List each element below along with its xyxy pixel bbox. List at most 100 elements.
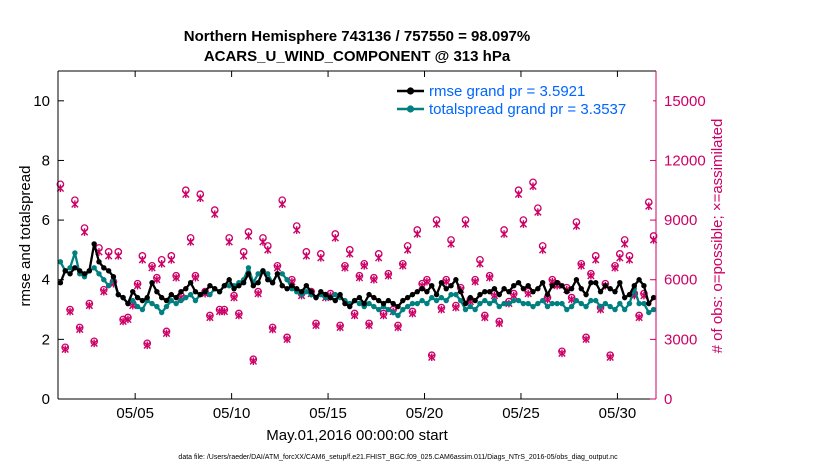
totalspread-point <box>409 300 416 307</box>
rmse-point <box>284 285 290 292</box>
obs-assimilated-point <box>264 246 272 254</box>
obs-assimilated-point <box>119 317 127 326</box>
rmse-point <box>144 294 150 301</box>
totalspread-point <box>544 303 551 310</box>
obs-assimilated-point <box>249 357 258 366</box>
obs-assimilated-point <box>157 260 166 268</box>
rmse-point <box>371 294 377 301</box>
rmse-point <box>409 291 416 298</box>
obs-assimilated-point <box>100 287 108 296</box>
obs-assimilated-point <box>148 264 156 272</box>
rmse-point <box>443 285 449 292</box>
obs-assimilated-point <box>71 200 79 208</box>
totalspread-point <box>134 303 141 310</box>
rmse-point <box>617 280 623 286</box>
y-right-tick-label: 0 <box>664 391 672 408</box>
obs-assimilated-point <box>408 309 417 318</box>
obs-assimilated-point <box>80 228 89 236</box>
x-tick-label: 05/10 <box>213 405 251 422</box>
rmse-point <box>564 288 570 295</box>
obs-assimilated-point <box>375 254 383 262</box>
footer-data-file: data file: /Users/raeder/DAI/ATM_forcXX/… <box>178 454 618 461</box>
rmse-point <box>105 268 112 274</box>
y-left-tick-label: 10 <box>33 93 50 110</box>
obs-assimilated-point <box>567 295 576 304</box>
rmse-point <box>303 282 310 289</box>
rmse-point <box>337 291 343 298</box>
rmse-point <box>424 288 430 295</box>
rmse-point <box>240 280 247 286</box>
rmse-point <box>351 297 358 304</box>
totalspread-point <box>356 300 363 307</box>
totalspread-point <box>457 297 464 304</box>
rmse-point <box>183 285 189 292</box>
rmse-line <box>59 242 655 308</box>
y-left-tick-label: 8 <box>42 152 50 169</box>
x-tick-label: 05/25 <box>502 405 540 422</box>
totalspread-point <box>192 297 199 304</box>
rmse-point <box>568 285 575 292</box>
obs-assimilated-point <box>481 313 489 322</box>
y-left-tick-label: 0 <box>42 391 50 408</box>
legend: rmse grand pr = 3.5921 totalspread grand… <box>393 78 653 120</box>
obs-assimilated-point <box>611 264 619 272</box>
rmse-point <box>245 271 252 277</box>
x-tick-label: 05/20 <box>406 405 444 422</box>
obs-assimilated-point <box>577 262 585 270</box>
obs-assimilated-point <box>312 321 320 330</box>
legend-rmse-marker <box>406 87 415 95</box>
totalspread-point <box>183 294 189 301</box>
totalspread-point <box>641 300 647 307</box>
totalspread-point <box>588 297 594 304</box>
obs-assimilated-point <box>206 313 214 322</box>
obs-assimilated-point <box>230 293 238 302</box>
rmse-point <box>298 288 305 295</box>
rmse-point <box>419 285 425 292</box>
obs-assimilated-point <box>220 307 229 316</box>
obs-assimilated-point <box>254 289 262 298</box>
rmse-point <box>597 288 604 295</box>
rmse-point <box>641 282 647 289</box>
rmse-point <box>554 280 560 286</box>
rmse-point <box>520 285 527 292</box>
totalspread-point <box>554 300 560 307</box>
totalspread-point <box>650 306 657 313</box>
totalspread-point <box>477 300 483 307</box>
rmse-point <box>453 277 459 283</box>
obs-assimilated-point <box>355 273 364 282</box>
totalspread-point <box>385 306 392 313</box>
rmse-point <box>154 288 160 295</box>
totalspread-point <box>149 300 155 307</box>
rmse-point <box>607 285 613 292</box>
rmse-point <box>544 291 551 298</box>
totalspread-point <box>501 300 507 307</box>
rmse-point <box>636 277 642 283</box>
totalspread-point <box>549 300 556 307</box>
obs-assimilated-point <box>370 275 378 284</box>
rmse-point <box>313 294 319 301</box>
rmse-point <box>472 297 478 304</box>
obs-assimilated-point <box>471 277 479 286</box>
rmse-point <box>501 285 507 292</box>
rmse-point <box>255 280 261 286</box>
rmse-point <box>158 294 165 301</box>
totalspread-point <box>636 300 642 307</box>
rmse-point <box>602 282 609 289</box>
rmse-point <box>163 297 170 304</box>
obs-assimilated-point <box>616 254 624 262</box>
y-left-tick-label: 4 <box>42 272 50 289</box>
totalspread-point <box>453 291 459 298</box>
totalspread-point <box>376 306 382 313</box>
rmse-point <box>491 285 498 292</box>
y-axis-left-label: rmse and totalspread <box>17 166 34 307</box>
rmse-point <box>274 271 281 277</box>
rmse-point <box>361 300 367 307</box>
obs-assimilated-point <box>167 256 176 264</box>
plot-frame <box>57 70 657 400</box>
totalspread-point <box>438 294 445 301</box>
totalspread-point <box>525 300 531 307</box>
rmse-point <box>573 277 580 283</box>
rmse-point <box>226 277 232 283</box>
totalspread-point <box>583 303 589 310</box>
rmse-point <box>588 280 594 286</box>
